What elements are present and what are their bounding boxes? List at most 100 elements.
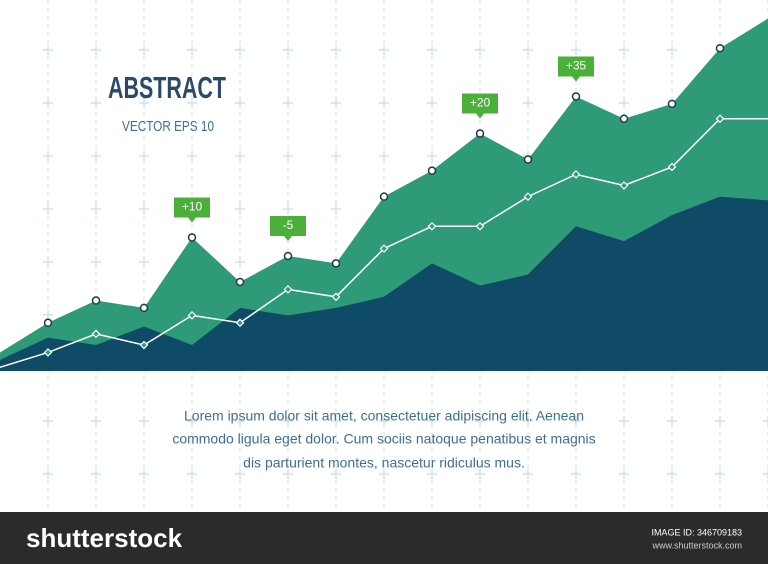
guide-plus <box>235 98 245 108</box>
line-marker <box>571 170 581 179</box>
guide-plus <box>187 416 197 426</box>
guide-plus <box>571 416 581 426</box>
guide-plus <box>139 204 149 214</box>
callout: +20 <box>462 93 498 119</box>
callout-box <box>462 93 498 119</box>
guide-plus <box>283 469 293 479</box>
guide-plus <box>667 469 677 479</box>
line-marker <box>235 318 245 328</box>
footer-url: www.shutterstock.com <box>651 540 742 550</box>
guide-plus <box>331 151 341 161</box>
guide-plus <box>427 45 437 55</box>
guide-plus <box>523 416 533 426</box>
guide-plus <box>91 469 101 479</box>
guide-plus <box>139 151 149 161</box>
guide-plus <box>283 151 293 161</box>
line-marker <box>667 162 677 172</box>
guide-plus <box>619 98 629 108</box>
guide-plus <box>43 310 53 320</box>
callout: +35 <box>558 56 594 82</box>
line-marker <box>523 192 533 201</box>
guide-plus <box>187 151 197 161</box>
guide-plus <box>523 469 533 479</box>
guide-plus <box>235 469 245 479</box>
chart-title: ABSTRACT <box>108 70 226 105</box>
guide-plus <box>619 45 629 55</box>
guide-plus <box>331 416 341 426</box>
guide-plus <box>379 151 389 161</box>
guide-plus <box>139 469 149 479</box>
chart: +10 -5 +20 +35 <box>0 18 768 372</box>
guide-plus <box>235 204 245 214</box>
guide-plus <box>331 45 341 55</box>
line-marker <box>619 181 629 190</box>
guide-plus <box>43 151 53 161</box>
line-marker <box>715 114 725 124</box>
guide-plus <box>523 98 533 108</box>
line-marker <box>427 221 437 231</box>
guide-plus <box>427 98 437 108</box>
area-point <box>187 233 197 242</box>
guide-plus <box>139 98 149 108</box>
line-marker <box>331 292 341 302</box>
guide-plus <box>43 98 53 108</box>
area-point <box>379 192 389 201</box>
area-point <box>667 99 677 109</box>
guide-plus <box>139 257 149 267</box>
guide-plus <box>523 45 533 55</box>
area-point <box>43 318 53 328</box>
guide-plus <box>187 98 197 108</box>
line-marker <box>139 340 149 350</box>
body-text: Lorem ipsum dolor sit amet, consectetuer… <box>184 408 584 424</box>
line-marker <box>475 221 485 231</box>
area-point <box>91 296 101 305</box>
guide-plus <box>667 416 677 426</box>
guide-plus <box>235 151 245 161</box>
body-text: dis parturient montes, nascetur ridiculu… <box>243 455 525 471</box>
line-marker <box>187 311 197 320</box>
guide-plus <box>139 416 149 426</box>
area-point <box>283 251 293 261</box>
area-point <box>139 303 149 313</box>
guide-plus <box>715 416 725 426</box>
guide-plus <box>91 416 101 426</box>
guide-plus <box>427 151 437 161</box>
guide-plus <box>43 45 53 55</box>
guide-plus <box>43 416 53 426</box>
guide-plus <box>475 469 485 479</box>
guide-plus <box>379 469 389 479</box>
area-point <box>475 129 485 138</box>
guide-plus <box>283 204 293 214</box>
guide-plus <box>139 45 149 55</box>
callout-box <box>174 197 210 223</box>
guide-plus <box>379 98 389 108</box>
guide-plus <box>475 45 485 55</box>
image-id: IMAGE ID: 346709183 <box>651 527 742 537</box>
callout-label: +35 <box>566 59 587 73</box>
line-marker <box>379 244 389 253</box>
area-point <box>235 277 245 287</box>
guide-plus <box>43 204 53 214</box>
guide-plus <box>91 98 101 108</box>
guide-plus <box>619 469 629 479</box>
guide-plus <box>667 45 677 55</box>
area-point <box>427 166 437 175</box>
area-point <box>571 92 581 101</box>
line-marker <box>43 348 53 357</box>
line-marker <box>91 329 101 339</box>
guide-plus <box>379 45 389 55</box>
body-text: commodo ligula eget dolor. Cum sociis na… <box>172 431 595 447</box>
callout-box <box>270 215 306 241</box>
guide-plus <box>187 45 197 55</box>
guide-plus <box>571 469 581 479</box>
guide-plus <box>283 45 293 55</box>
callout: -5 <box>270 215 306 241</box>
guide-plus <box>379 416 389 426</box>
guide-plus <box>43 469 53 479</box>
line-marker <box>283 285 293 294</box>
guide-plus <box>619 416 629 426</box>
guide-plus <box>427 469 437 479</box>
area-point <box>715 43 725 53</box>
footer-logo: shutterstock <box>26 523 183 553</box>
